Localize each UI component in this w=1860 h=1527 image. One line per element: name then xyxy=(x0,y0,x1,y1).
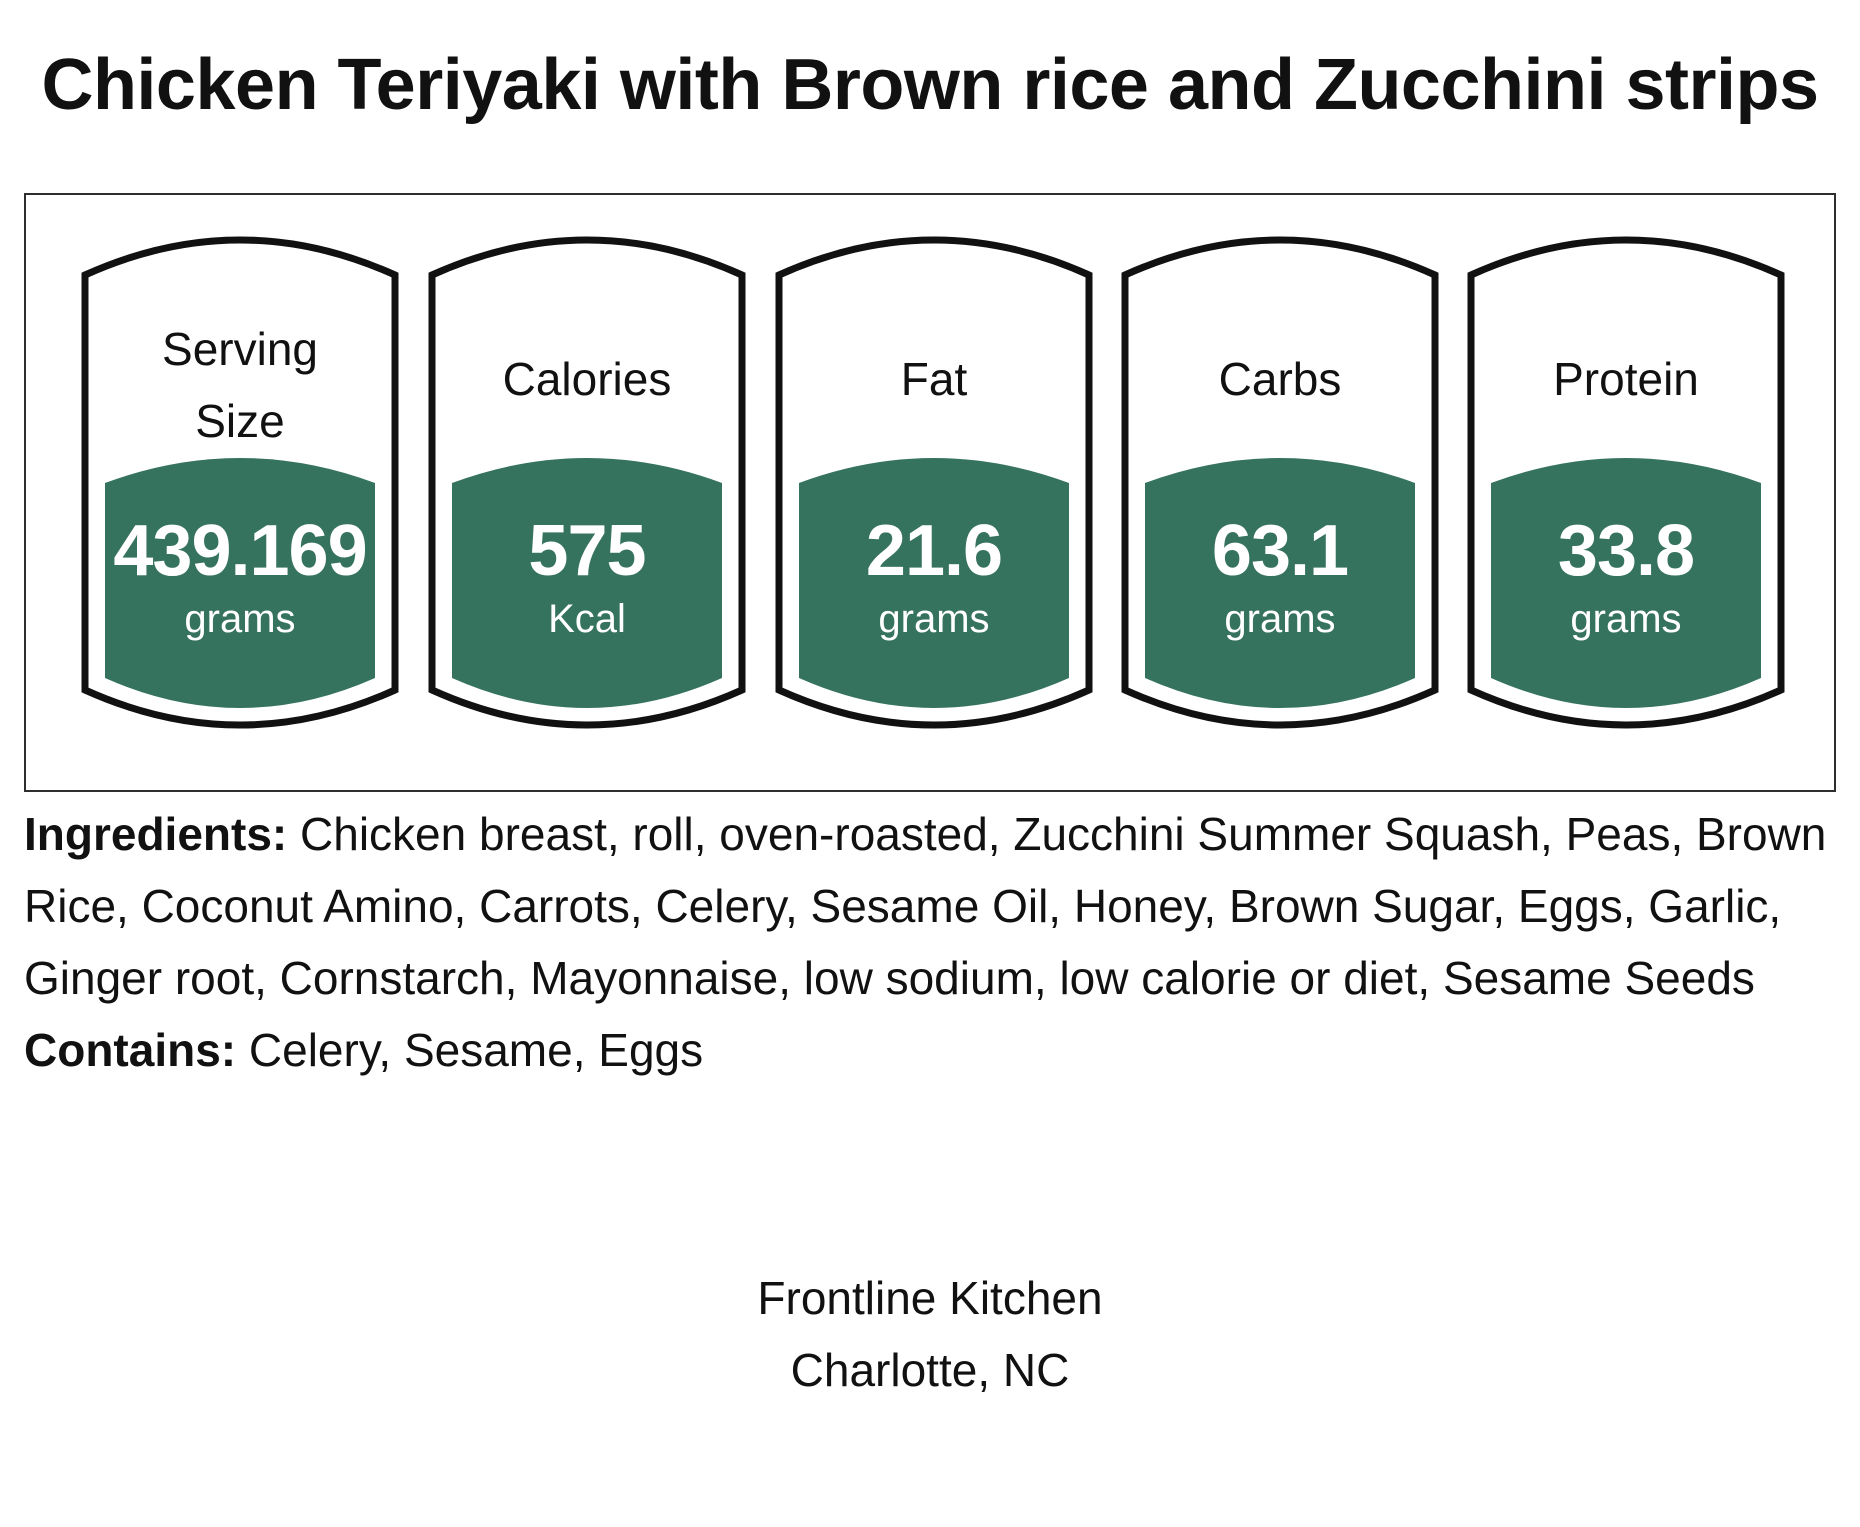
nutrition-card-carbs: Carbs 63.1 grams xyxy=(1120,233,1440,733)
card-shape xyxy=(1467,236,1785,729)
card-unit: grams xyxy=(184,597,296,641)
card-label: Protein xyxy=(1553,353,1699,405)
card-value: 575 xyxy=(528,511,646,591)
card-fill xyxy=(799,458,1069,708)
nutrition-card-fat: Fat 21.6 grams xyxy=(774,233,1094,733)
card-unit: grams xyxy=(1570,597,1682,641)
ingredients-section: Ingredients: Chicken breast, roll, oven-… xyxy=(24,798,1836,1086)
kitchen-location: Charlotte, NC xyxy=(790,1344,1070,1396)
card-value: 21.6 xyxy=(865,511,1003,591)
contains-label: Contains: xyxy=(24,1024,237,1076)
contains-paragraph: Contains: Celery, Sesame, Eggs xyxy=(24,1014,1836,1086)
nutrition-card-calories: Calories 575 Kcal xyxy=(427,233,747,733)
ingredients-label: Ingredients: xyxy=(24,808,288,860)
card-unit: grams xyxy=(878,597,990,641)
card-fill xyxy=(105,458,375,708)
ingredients-text: Chicken breast, roll, oven-roasted, Zucc… xyxy=(24,808,1827,1004)
card-label: Calories xyxy=(502,353,672,405)
kitchen-name: Frontline Kitchen xyxy=(757,1272,1103,1324)
card-fill xyxy=(452,458,722,708)
ingredients-paragraph: Ingredients: Chicken breast, roll, oven-… xyxy=(24,798,1836,1014)
card-value: 33.8 xyxy=(1557,511,1695,591)
card-unit: grams xyxy=(1224,597,1336,641)
page-title: Chicken Teriyaki with Brown rice and Zuc… xyxy=(41,45,1819,125)
card-shape xyxy=(1121,236,1439,729)
nutrition-card-protein: Protein 33.8 grams xyxy=(1466,233,1786,733)
card-shape xyxy=(428,236,746,729)
card-shape xyxy=(81,236,399,729)
card-shape xyxy=(775,236,1093,729)
card-label: Fat xyxy=(900,353,968,405)
card-value: 439.169 xyxy=(113,511,367,591)
card-value: 63.1 xyxy=(1211,511,1349,591)
nutrition-card-serving-size: Serving Size 439.169 grams xyxy=(80,233,400,733)
card-fill xyxy=(1145,458,1415,708)
card-unit: Kcal xyxy=(548,597,626,641)
card-label: Serving Size xyxy=(162,323,318,447)
contains-text: Celery, Sesame, Eggs xyxy=(248,1024,704,1076)
card-fill xyxy=(1491,458,1761,708)
card-label: Carbs xyxy=(1218,353,1342,405)
nutrition-panel xyxy=(24,193,1836,792)
